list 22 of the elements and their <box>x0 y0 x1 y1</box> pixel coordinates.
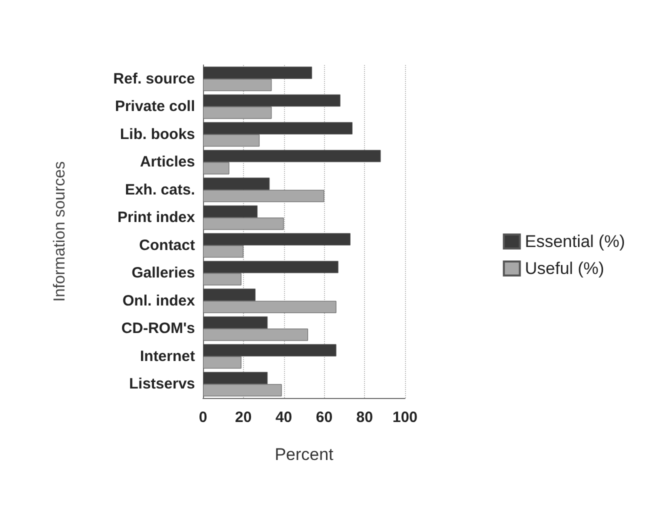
x-tick-label: 100 <box>392 409 418 426</box>
x-tick-label: 40 <box>275 409 292 426</box>
y-tick-label: Exh. cats. <box>124 181 195 198</box>
x-tick-label: 20 <box>235 409 252 426</box>
y-tick-label: Galleries <box>132 264 195 282</box>
y-tick-label: Articles <box>140 154 195 171</box>
y-axis-title: Information sources <box>52 161 68 302</box>
y-tick-label: CD-ROM's <box>121 320 195 338</box>
x-tick-label: 80 <box>356 409 373 426</box>
y-tick-label: Ref. source <box>113 70 195 88</box>
y-tick-label: Listservs <box>129 376 195 393</box>
x-axis-title: Percent <box>274 445 334 464</box>
x-tick-label: 60 <box>316 409 333 426</box>
y-tick-label: Lib. books <box>120 126 195 143</box>
x-tick-label: 0 <box>198 409 208 426</box>
y-tick-label: Print index <box>117 209 196 226</box>
legend-label: Essential (%) <box>524 232 625 251</box>
y-tick-label: Private coll <box>114 98 195 116</box>
y-tick-label: Internet <box>140 348 195 365</box>
y-tick-label: Contact <box>139 236 195 254</box>
y-tick-label: Onl. index <box>122 292 196 310</box>
legend-label: Useful (%) <box>524 259 604 278</box>
